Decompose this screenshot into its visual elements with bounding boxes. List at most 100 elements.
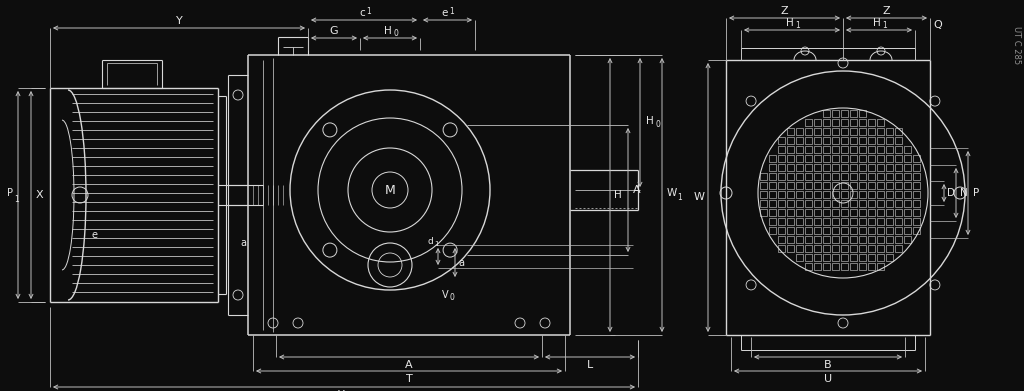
- Text: U: U: [824, 374, 833, 384]
- Bar: [805, 226, 811, 233]
- Bar: [831, 190, 839, 197]
- Bar: [877, 253, 884, 260]
- Bar: [867, 145, 874, 152]
- Text: H: H: [384, 26, 392, 36]
- Bar: [777, 190, 784, 197]
- Bar: [822, 181, 829, 188]
- Text: 0: 0: [450, 294, 455, 303]
- Bar: [805, 154, 811, 161]
- Bar: [822, 163, 829, 170]
- Text: 1: 1: [678, 192, 682, 201]
- Bar: [831, 109, 839, 117]
- Bar: [813, 244, 820, 251]
- Bar: [841, 253, 848, 260]
- Bar: [760, 199, 767, 206]
- Bar: [886, 163, 893, 170]
- Bar: [805, 172, 811, 179]
- Bar: [805, 235, 811, 242]
- Bar: [813, 136, 820, 143]
- Text: 1: 1: [450, 7, 455, 16]
- Bar: [877, 136, 884, 143]
- Bar: [760, 208, 767, 215]
- Bar: [822, 190, 829, 197]
- Bar: [877, 181, 884, 188]
- Bar: [822, 136, 829, 143]
- Bar: [867, 217, 874, 224]
- Bar: [858, 262, 865, 269]
- Bar: [841, 154, 848, 161]
- Bar: [912, 163, 920, 170]
- Bar: [850, 253, 856, 260]
- Bar: [850, 163, 856, 170]
- Bar: [912, 217, 920, 224]
- Bar: [858, 145, 865, 152]
- Bar: [841, 145, 848, 152]
- Bar: [895, 154, 901, 161]
- Bar: [877, 154, 884, 161]
- Bar: [895, 199, 901, 206]
- Bar: [858, 163, 865, 170]
- Text: A: A: [406, 360, 413, 370]
- Bar: [786, 235, 794, 242]
- Text: Y: Y: [176, 16, 182, 26]
- Bar: [877, 127, 884, 135]
- Bar: [768, 208, 775, 215]
- Bar: [867, 127, 874, 135]
- Bar: [850, 226, 856, 233]
- Text: H: H: [786, 18, 794, 28]
- Bar: [850, 181, 856, 188]
- Bar: [877, 163, 884, 170]
- Bar: [867, 163, 874, 170]
- Bar: [822, 109, 829, 117]
- Text: T: T: [406, 374, 413, 384]
- Text: W: W: [693, 192, 705, 203]
- Bar: [777, 199, 784, 206]
- Bar: [858, 154, 865, 161]
- Bar: [805, 208, 811, 215]
- Text: e: e: [441, 8, 449, 18]
- Bar: [805, 127, 811, 135]
- Bar: [877, 235, 884, 242]
- Bar: [831, 145, 839, 152]
- Bar: [786, 154, 794, 161]
- Bar: [867, 172, 874, 179]
- Bar: [813, 145, 820, 152]
- Bar: [822, 235, 829, 242]
- Text: Y: Y: [338, 390, 344, 391]
- Bar: [822, 154, 829, 161]
- Bar: [850, 208, 856, 215]
- Bar: [850, 127, 856, 135]
- Bar: [877, 208, 884, 215]
- Bar: [796, 136, 803, 143]
- Bar: [867, 244, 874, 251]
- Bar: [822, 217, 829, 224]
- Bar: [858, 253, 865, 260]
- Bar: [895, 217, 901, 224]
- Bar: [841, 136, 848, 143]
- Bar: [813, 163, 820, 170]
- Bar: [822, 262, 829, 269]
- Bar: [786, 145, 794, 152]
- Bar: [805, 136, 811, 143]
- Bar: [831, 262, 839, 269]
- Bar: [886, 244, 893, 251]
- Bar: [786, 217, 794, 224]
- Bar: [841, 208, 848, 215]
- Bar: [877, 145, 884, 152]
- Bar: [822, 226, 829, 233]
- Bar: [813, 235, 820, 242]
- Bar: [858, 226, 865, 233]
- Bar: [867, 154, 874, 161]
- Bar: [831, 118, 839, 126]
- Bar: [895, 208, 901, 215]
- Bar: [777, 145, 784, 152]
- Bar: [777, 172, 784, 179]
- Bar: [858, 190, 865, 197]
- Bar: [786, 244, 794, 251]
- Bar: [886, 226, 893, 233]
- Bar: [895, 190, 901, 197]
- Bar: [850, 154, 856, 161]
- Bar: [786, 127, 794, 135]
- Bar: [867, 190, 874, 197]
- Bar: [895, 172, 901, 179]
